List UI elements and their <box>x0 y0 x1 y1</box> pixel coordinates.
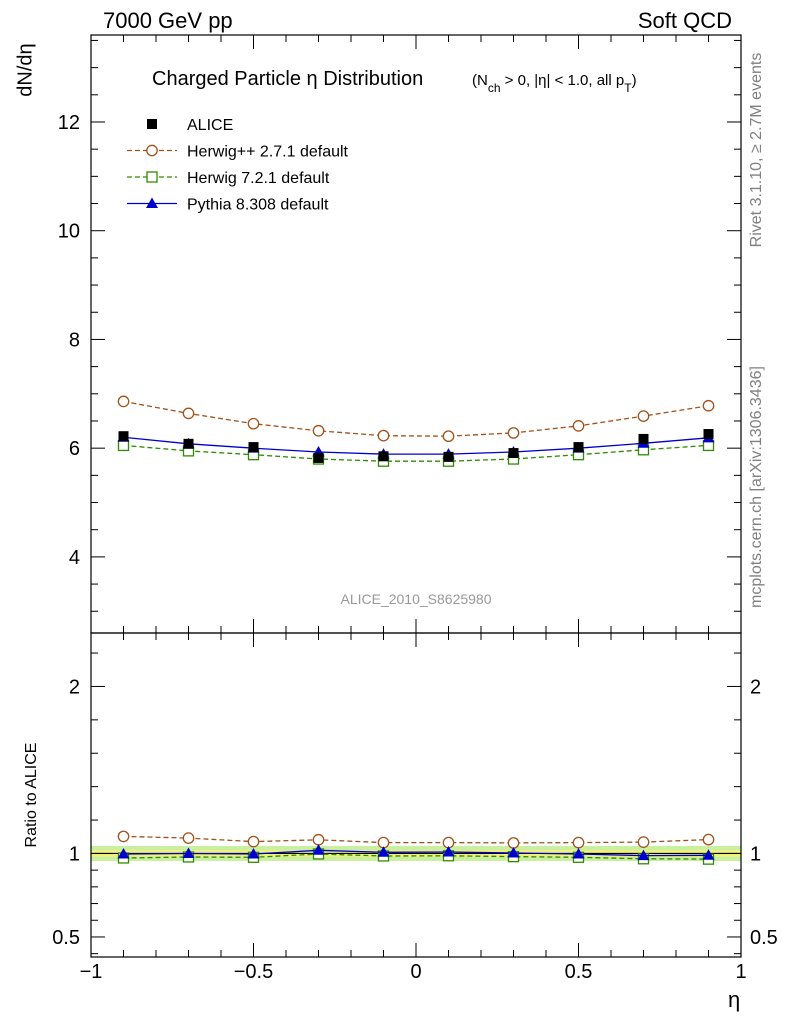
ratio-y-tick-label: 1 <box>69 843 80 865</box>
x-axis-label: η <box>728 987 741 1012</box>
data-point <box>572 420 585 432</box>
y-tick-label: 6 <box>69 438 80 460</box>
data-point <box>703 429 714 440</box>
ratio-point <box>507 837 520 849</box>
ratio-point <box>442 845 455 857</box>
legend-label: Herwig 7.2.1 default <box>187 170 330 187</box>
x-tick-label: 1 <box>735 961 746 983</box>
ratio-point <box>117 847 130 859</box>
legend-marker <box>146 144 158 157</box>
series-line <box>123 436 709 455</box>
ratio-y-axis-label: Ratio to ALICE <box>23 742 40 848</box>
data-point <box>312 424 325 437</box>
main-y-axis-label: dN/dη <box>14 43 37 97</box>
ratio-point <box>507 846 520 858</box>
ratio-y-tick-label: 2 <box>69 676 80 698</box>
analysis-id-watermark: ALICE_2010_S8625980 <box>340 591 491 607</box>
ratio-point <box>572 847 585 859</box>
ratio-y-tick-label: 0.5 <box>52 927 80 949</box>
ratio-point <box>702 849 715 860</box>
legend-marker <box>147 119 157 129</box>
data-point <box>183 438 194 449</box>
data-point <box>443 451 454 462</box>
x-tick-label: −0.5 <box>234 961 273 983</box>
data-point <box>377 429 390 442</box>
legend-label: Herwig++ 2.7.1 default <box>187 144 349 161</box>
ratio-point <box>312 833 325 846</box>
data-point <box>507 427 520 439</box>
data-point <box>117 395 130 408</box>
data-point <box>313 452 324 463</box>
ratio-point <box>377 846 390 857</box>
ratio-point <box>572 836 585 849</box>
ratio-frame <box>90 632 742 958</box>
mcplots-label: mcplots.cern.ch [arXiv:1306.3436] <box>748 366 765 608</box>
ratio-point <box>247 835 260 848</box>
header-left: 7000 GeV pp <box>103 8 233 33</box>
data-point <box>118 431 129 442</box>
data-point <box>442 430 455 443</box>
legend-label: Pythia 8.308 default <box>187 197 329 214</box>
x-tick-label: 0.5 <box>565 961 593 983</box>
ratio-y-tick-label-right: 1 <box>750 843 761 865</box>
ratio-point <box>377 836 390 849</box>
header-right: Soft QCD <box>637 8 732 33</box>
ratio-point <box>637 836 650 848</box>
legend-marker <box>146 171 158 183</box>
data-point <box>182 407 195 420</box>
series-line <box>123 444 709 462</box>
ratio-point <box>182 847 195 858</box>
chart-subtitle: (Nch > 0, |η| < 1.0, all pT) <box>472 72 637 95</box>
ratio-y-tick-label-right: 2 <box>750 676 761 698</box>
ratio-point <box>182 832 195 844</box>
data-point <box>702 399 715 412</box>
ratio-panel: −1 −0.5 0 0.5 10.5 0.51 12 2 <box>52 632 778 983</box>
ratio-y-tick-label-right: 0.5 <box>750 927 778 949</box>
y-tick-label: 4 <box>69 547 80 569</box>
ratio-point <box>702 833 715 846</box>
data-point <box>247 417 260 430</box>
y-tick-label: 8 <box>69 329 80 351</box>
rivet-label: Rivet 3.1.10, ≥ 2.7M events <box>748 52 765 248</box>
y-tick-label: 12 <box>58 112 80 134</box>
ratio-series-line <box>123 835 709 844</box>
legend-marker <box>146 197 158 208</box>
ratio-series-line <box>123 849 709 857</box>
ratio-point <box>247 847 260 859</box>
data-point <box>378 451 389 462</box>
ratio-series-line <box>123 853 709 860</box>
data-point <box>117 439 130 452</box>
data-point <box>637 410 650 422</box>
y-tick-label: 10 <box>58 221 80 243</box>
series-line <box>123 400 709 437</box>
legend-label: ALICE <box>187 117 233 134</box>
x-tick-label: −1 <box>80 961 103 983</box>
data-point <box>638 433 649 444</box>
data-point <box>508 448 519 459</box>
ratio-point <box>117 830 130 843</box>
x-tick-label: 0 <box>410 961 421 983</box>
ratio-point <box>637 849 650 861</box>
data-point <box>248 442 259 453</box>
ratio-point <box>312 844 325 855</box>
chart-title: Charged Particle η Distribution <box>152 68 423 90</box>
main-panel: 4 6 8 10 12 Charged Particle η Distribution (N… <box>58 34 742 634</box>
data-point <box>573 442 584 453</box>
